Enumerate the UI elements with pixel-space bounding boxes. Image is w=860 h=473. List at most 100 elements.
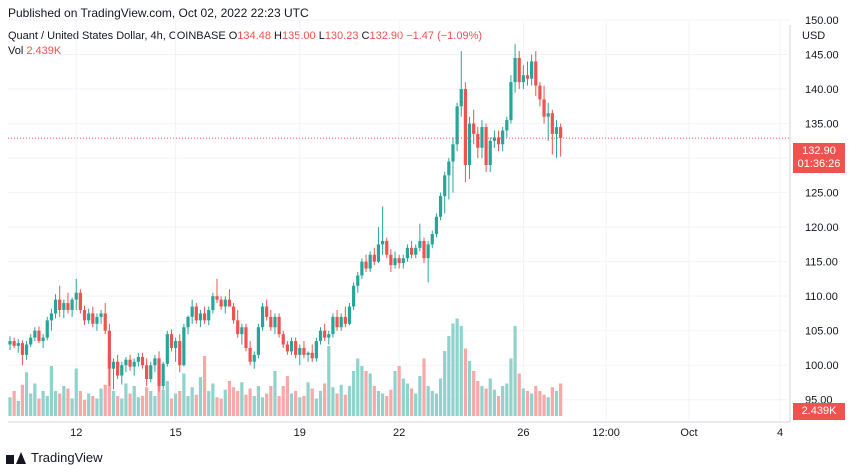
x-tick-label: Oct bbox=[680, 427, 697, 439]
volume-bar bbox=[161, 389, 165, 416]
y-tick-label: 105.00 bbox=[805, 326, 839, 338]
volume-bar bbox=[198, 377, 203, 416]
volume-bar bbox=[91, 396, 95, 416]
volume-bar bbox=[513, 326, 517, 416]
volume-bar bbox=[240, 382, 244, 416]
last-price: 132.90 bbox=[802, 145, 836, 157]
candle-body bbox=[87, 313, 91, 321]
volume-bar bbox=[472, 371, 476, 416]
volume-bar bbox=[116, 396, 120, 416]
y-tick-label: 110.00 bbox=[805, 291, 838, 303]
y-tick-label: 150.00 bbox=[805, 15, 839, 27]
volume-bar bbox=[236, 391, 240, 416]
currency-label[interactable]: USD bbox=[802, 30, 826, 42]
volume-bar bbox=[364, 371, 368, 416]
volume-bar bbox=[521, 388, 525, 416]
volume-bar bbox=[120, 398, 124, 416]
candle-body bbox=[174, 341, 178, 348]
volume-bar bbox=[132, 386, 136, 416]
x-tick-label: 12 bbox=[70, 427, 82, 439]
candle-body bbox=[389, 254, 393, 266]
volume-bar bbox=[194, 394, 198, 416]
volume-bar bbox=[82, 399, 87, 416]
candle-body bbox=[74, 292, 78, 300]
symbol-name[interactable]: Quant / United States Dollar, 4h, COINBA… bbox=[8, 30, 226, 42]
candle-body bbox=[331, 316, 335, 335]
volume-bar bbox=[140, 396, 145, 416]
candle-body bbox=[476, 133, 480, 148]
candle-body bbox=[327, 334, 331, 338]
candle-body bbox=[128, 359, 132, 367]
candle-body bbox=[343, 316, 347, 324]
candle-body bbox=[37, 330, 41, 342]
volume-bar bbox=[256, 386, 260, 416]
candle-body bbox=[414, 247, 418, 255]
candle-body bbox=[157, 358, 161, 386]
candle-body bbox=[136, 356, 140, 362]
candle-body bbox=[289, 341, 294, 352]
candle-body bbox=[455, 106, 459, 145]
candle-body bbox=[480, 127, 484, 148]
open-value: 134.48 bbox=[237, 30, 271, 42]
volume-bar bbox=[339, 384, 343, 416]
y-tick-label: 100.00 bbox=[805, 360, 839, 372]
candle-body bbox=[501, 130, 505, 145]
candle-body bbox=[306, 352, 310, 355]
volume-bar bbox=[87, 393, 91, 416]
candle-body bbox=[550, 113, 554, 134]
candle-body bbox=[364, 261, 368, 269]
candle-body bbox=[467, 123, 472, 165]
candle-body bbox=[285, 344, 289, 352]
candle-body bbox=[58, 299, 62, 310]
volume-bar bbox=[534, 386, 538, 416]
candle-body bbox=[202, 313, 207, 321]
volume-bar bbox=[248, 388, 252, 416]
volume-bar bbox=[190, 387, 194, 416]
volume-bar bbox=[331, 387, 335, 416]
volume-bar bbox=[393, 371, 397, 416]
volume-bar bbox=[376, 391, 381, 416]
candle-body bbox=[314, 341, 318, 359]
volume-bar bbox=[443, 351, 447, 416]
volume-bar bbox=[111, 391, 116, 416]
x-tick-label: 19 bbox=[294, 427, 306, 439]
candle-body bbox=[393, 258, 397, 266]
volume-bar bbox=[385, 396, 389, 416]
candle-body bbox=[372, 254, 376, 262]
candle-body bbox=[219, 299, 223, 307]
candle-body bbox=[505, 120, 509, 131]
candle-body bbox=[521, 75, 525, 83]
candle-body bbox=[165, 334, 169, 364]
volume-bar bbox=[289, 393, 294, 416]
candle-body bbox=[211, 296, 215, 310]
candle-body bbox=[16, 343, 20, 346]
tradingview-footer[interactable]: TradingView bbox=[6, 450, 103, 465]
candle-body bbox=[78, 292, 82, 310]
candle-body bbox=[99, 313, 103, 317]
y-tick-label: 120.00 bbox=[805, 222, 839, 234]
candle-body bbox=[538, 85, 542, 100]
candle-body bbox=[153, 358, 157, 366]
volume-bar bbox=[405, 383, 410, 416]
candle-body bbox=[236, 320, 240, 335]
candle-body bbox=[186, 316, 190, 328]
symbol-legend: Quant / United States Dollar, 4h, COINBA… bbox=[8, 30, 482, 42]
candle-body bbox=[459, 89, 463, 107]
volume-bar bbox=[492, 389, 496, 416]
x-tick-label: 4 bbox=[777, 427, 783, 439]
volume-bar bbox=[53, 391, 58, 416]
volume-bar bbox=[265, 393, 269, 416]
volume-bar bbox=[95, 398, 99, 416]
candle-body bbox=[463, 89, 467, 165]
bar-countdown: 01:36:26 bbox=[797, 158, 841, 170]
candle-body bbox=[66, 303, 70, 310]
candle-body bbox=[215, 296, 219, 300]
volume-bar bbox=[525, 391, 530, 416]
x-tick-label: 22 bbox=[393, 427, 405, 439]
candle-body bbox=[91, 313, 95, 324]
volume-bar bbox=[165, 381, 169, 416]
volume-bar bbox=[99, 388, 103, 416]
volume-bar bbox=[476, 381, 480, 416]
volume-bar bbox=[347, 386, 352, 416]
